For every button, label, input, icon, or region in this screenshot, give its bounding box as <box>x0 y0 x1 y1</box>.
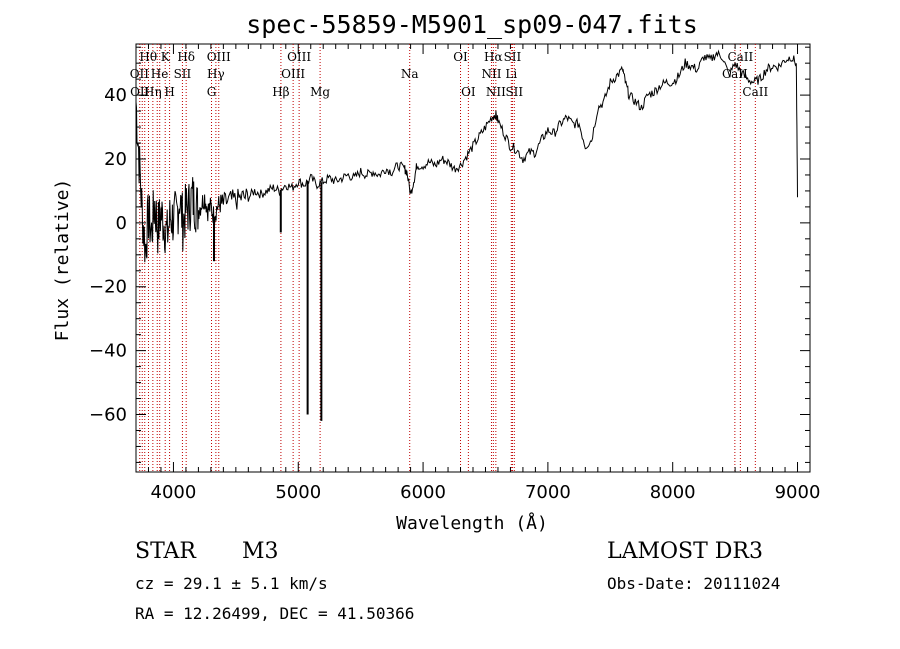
spectral-line-label: G <box>207 85 217 99</box>
spectral-line-label: K <box>161 50 171 64</box>
chart-title: spec-55859-M5901_sp09-047.fits <box>246 10 698 39</box>
spectral-line-label: Mg <box>310 85 330 99</box>
spectral-line-label: CaII <box>727 50 753 64</box>
y-tick-label: −60 <box>89 405 127 426</box>
axis-tick-labels: 4000 5000 6000 7000 8000 9000 −60 −40 −20 0 20 40 <box>89 85 820 503</box>
y-tick-label: −20 <box>89 277 127 298</box>
y-tick-label: −40 <box>89 341 127 362</box>
spectral-line-label: SII <box>505 85 523 99</box>
spectral-line-label: Hα <box>484 50 503 64</box>
spectral-line-label: Hγ <box>207 67 225 81</box>
obs-date: Obs-Date: 20111024 <box>607 574 781 593</box>
spectral-line-label: SII <box>174 67 192 81</box>
spectral-line-label: NII <box>486 85 506 99</box>
x-tick-label: 4000 <box>151 482 197 503</box>
axis-ticks <box>135 44 811 472</box>
x-axis-label: Wavelength (Å) <box>396 512 548 534</box>
line-markers <box>139 44 756 472</box>
spectral-line-label: Hθ <box>139 50 157 64</box>
y-tick-label: 40 <box>104 85 127 106</box>
spectral-line-label: He <box>151 67 169 81</box>
spectral-line-label: OI <box>453 50 468 64</box>
spectral-line-label: NII <box>481 67 501 81</box>
spectral-line-label: OI <box>461 85 476 99</box>
y-tick-label: 0 <box>116 213 127 234</box>
spectral-line-label: Na <box>401 67 419 81</box>
redshift-value: cz = 29.1 ± 5.1 km/s <box>135 574 328 593</box>
spectral-line-label: Li <box>505 67 517 81</box>
object-class: STAR <box>135 539 196 564</box>
spectral-line-label: Hβ <box>272 85 289 99</box>
survey-name: LAMOST DR3 <box>607 539 763 564</box>
spectral-line-label: OIII <box>281 67 305 81</box>
spectral-line-label: CaII <box>722 67 748 81</box>
spectral-line-label: OII <box>130 67 150 81</box>
spectral-line-label: Hη <box>144 85 162 99</box>
spectral-line-label: Hδ <box>177 50 195 64</box>
x-tick-label: 9000 <box>775 482 821 503</box>
coordinates: RA = 12.26499, DEC = 41.50366 <box>135 604 415 623</box>
flux-series-line <box>135 49 798 263</box>
spectral-line-label: CaII <box>742 85 768 99</box>
object-subclass: M3 <box>242 539 279 564</box>
x-tick-label: 8000 <box>650 482 696 503</box>
plot-frame <box>135 43 811 473</box>
absorption-features <box>213 181 323 421</box>
x-tick-label: 6000 <box>400 482 446 503</box>
x-tick-label: 5000 <box>275 482 321 503</box>
x-tick-label: 7000 <box>525 482 571 503</box>
spectral-line-label: SII <box>504 50 522 64</box>
spectral-line-label: OIII <box>207 50 231 64</box>
spectral-line-label: OIII <box>287 50 311 64</box>
y-axis-label: Flux (relative) <box>52 179 73 342</box>
spectral-line-label: H <box>164 85 174 99</box>
y-tick-label: 20 <box>104 149 127 170</box>
